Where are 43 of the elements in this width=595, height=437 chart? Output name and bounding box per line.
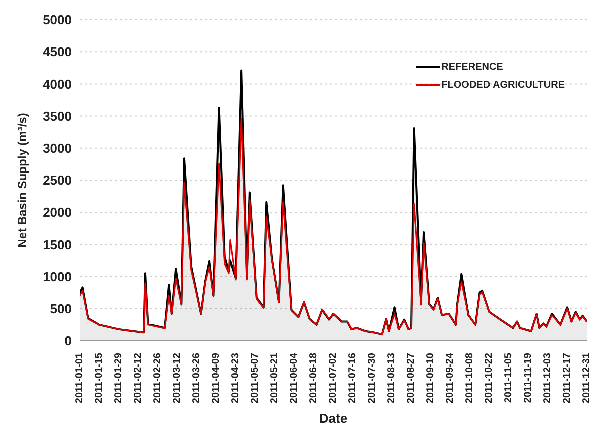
y-tick-label: 1500 — [43, 237, 72, 252]
legend-label: REFERENCE — [442, 62, 504, 72]
x-tick-label: 2011-03-12 — [172, 352, 183, 404]
x-tick-label: 2011-11-05 — [504, 352, 514, 404]
x-tick-label: 2011-02-26 — [152, 352, 164, 404]
y-tick-label: 4000 — [43, 76, 72, 92]
legend-label: FLOODED AGRICULTURE — [442, 80, 565, 90]
y-axis-title: Net Basin Supply (m³/s) — [15, 113, 30, 248]
x-tick-label: 2011-08-27 — [406, 352, 417, 404]
x-tick-label: 2011-09-10 — [426, 352, 436, 404]
x-tick-label: 2011-06-04 — [289, 352, 300, 404]
x-tick-label: 2011-05-21 — [270, 352, 280, 404]
y-tick-label: 5000 — [43, 12, 72, 28]
x-tick-label: 2011-01-01 — [74, 352, 86, 404]
y-tick-label: 2500 — [43, 173, 72, 188]
line-series — [80, 118, 587, 336]
x-tick-label: 2011-01-29 — [114, 352, 124, 404]
x-tick-label: 2011-04-09 — [211, 352, 222, 404]
x-tick-label: 2011-07-02 — [328, 352, 339, 404]
x-tick-label: 2011-09-24 — [445, 352, 456, 404]
y-tick-label: 500 — [50, 302, 72, 317]
x-tick-label: 2011-02-12 — [133, 352, 144, 404]
x-axis-title: Date — [319, 411, 348, 426]
x-tick-label: 2011-12-03 — [542, 352, 554, 404]
x-tick-label: 2011-07-30 — [367, 352, 378, 404]
x-tick-label: 2011-07-16 — [348, 352, 358, 404]
y-tick-label: 1000 — [43, 269, 72, 284]
x-tick-label: 2011-10-22 — [484, 352, 495, 404]
x-tick-label: 2011-12-17 — [562, 352, 573, 404]
y-tick-label: 3500 — [43, 108, 72, 124]
x-tick-label: 2011-11-19 — [523, 352, 534, 404]
x-tick-label: 2011-01-15 — [94, 352, 105, 404]
y-tick-label: 2000 — [43, 205, 72, 220]
y-tick-label: 3000 — [43, 141, 72, 156]
y-tick-label: 4500 — [43, 44, 72, 60]
x-tick-label: 2011-03-26 — [192, 352, 202, 404]
x-tick-label: 2011-12-31 — [582, 352, 592, 404]
x-tick-label: 2011-08-13 — [386, 352, 398, 404]
x-tick-label: 2011-05-07 — [250, 352, 261, 404]
x-tick-label: 2011-04-23 — [230, 352, 242, 404]
x-tick-label: 2011-06-18 — [308, 352, 320, 404]
x-tick-label: 2011-10-08 — [464, 352, 476, 404]
y-tick-label: 0 — [64, 334, 72, 349]
